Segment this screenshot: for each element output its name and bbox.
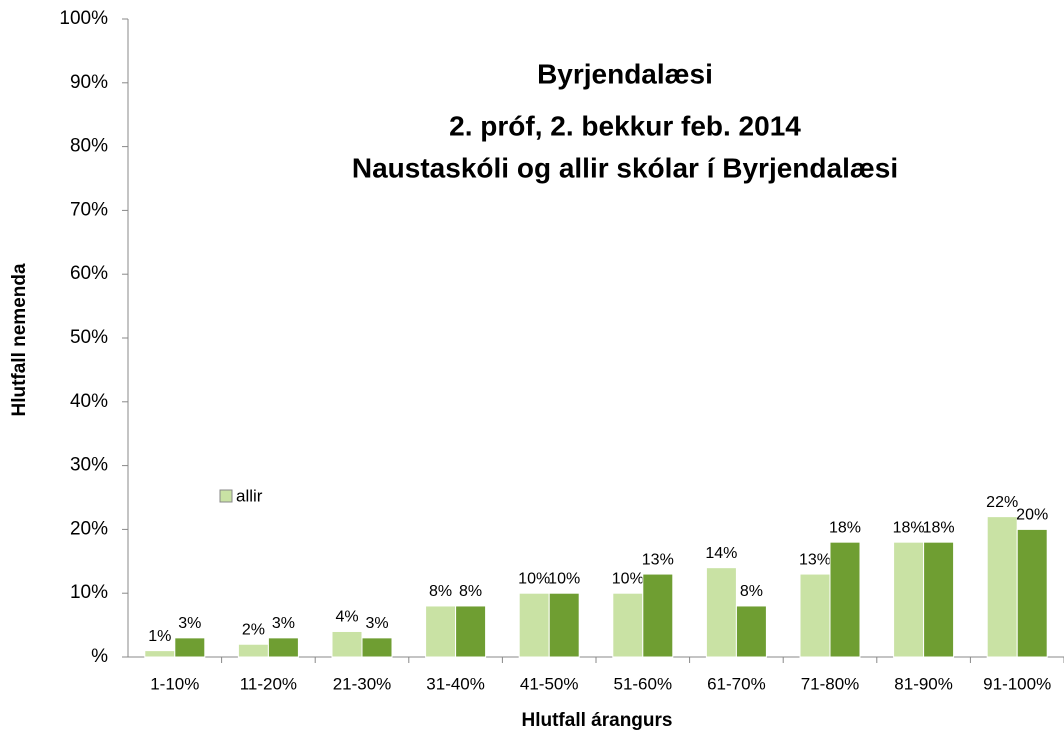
x-axis-title: Hlutfall árangurs: [522, 710, 673, 731]
data-label: 14%: [705, 545, 737, 562]
x-tick-label: 21-30%: [333, 674, 392, 693]
bar: [361, 637, 393, 658]
bar: [548, 592, 580, 658]
legend-swatch: [219, 489, 233, 503]
y-tick-label: 20%: [70, 518, 108, 539]
data-label: 22%: [986, 494, 1018, 511]
x-tick-label: 81-90%: [894, 674, 953, 693]
data-label: 4%: [335, 609, 358, 626]
data-label: 8%: [429, 583, 452, 600]
data-label: 13%: [642, 551, 674, 568]
bar: [237, 643, 269, 658]
y-tick-label: 100%: [59, 8, 108, 29]
bar: [455, 605, 487, 658]
data-label: 20%: [1016, 507, 1048, 524]
bar: [923, 541, 955, 658]
bar: [174, 637, 206, 658]
bar: [986, 516, 1018, 658]
bar: [735, 605, 767, 658]
data-label: 3%: [365, 615, 388, 632]
data-label: 13%: [799, 551, 831, 568]
data-label: 10%: [548, 570, 580, 587]
data-label: 18%: [829, 519, 861, 536]
x-tick-label: 61-70%: [707, 674, 766, 693]
data-label: 2%: [242, 621, 265, 638]
y-tick-label: 60%: [70, 263, 108, 284]
y-tick-label: 40%: [70, 391, 108, 412]
bar: [642, 573, 674, 658]
y-axis-title: Hlutfall nemenda: [9, 263, 30, 417]
bar: [829, 541, 861, 658]
data-label: 10%: [518, 570, 550, 587]
y-tick-label: %: [91, 646, 108, 667]
y-tick-label: 80%: [70, 136, 108, 157]
x-tick-label: 41-50%: [520, 674, 579, 693]
x-tick-label: 1-10%: [150, 674, 199, 693]
bar: [144, 650, 176, 658]
x-tick-label: 91-100%: [983, 674, 1051, 693]
chart-title: Byrjendalæsi: [537, 58, 713, 89]
data-label: 8%: [459, 583, 482, 600]
legend-label: allir: [236, 486, 263, 505]
bar: [425, 605, 457, 658]
bar: [705, 567, 737, 658]
bar: [267, 637, 299, 658]
bar: [518, 592, 550, 658]
data-label: 3%: [272, 615, 295, 632]
bar: [612, 592, 644, 658]
x-tick-label: 31-40%: [426, 674, 485, 693]
data-label: 3%: [178, 615, 201, 632]
bar: [893, 541, 925, 658]
data-label: 10%: [612, 570, 644, 587]
x-tick-label: 51-60%: [613, 674, 672, 693]
bar: [799, 573, 831, 658]
data-label: 18%: [893, 519, 925, 536]
chart-title: Naustaskóli og allir skólar í Byrjendalæ…: [352, 152, 898, 183]
data-label: 8%: [740, 583, 763, 600]
data-label: 18%: [923, 519, 955, 536]
y-tick-label: 70%: [70, 199, 108, 220]
y-tick-label: 30%: [70, 455, 108, 476]
data-label: 1%: [148, 628, 171, 645]
x-tick-label: 11-20%: [240, 674, 297, 693]
x-tick-label: 71-80%: [801, 674, 860, 693]
bar: [331, 630, 363, 658]
y-tick-label: 90%: [70, 72, 108, 93]
y-tick-label: 10%: [70, 582, 108, 603]
y-tick-label: 50%: [70, 327, 108, 348]
chart-title: 2. próf, 2. bekkur feb. 2014: [449, 110, 801, 141]
bar: [1016, 528, 1048, 658]
